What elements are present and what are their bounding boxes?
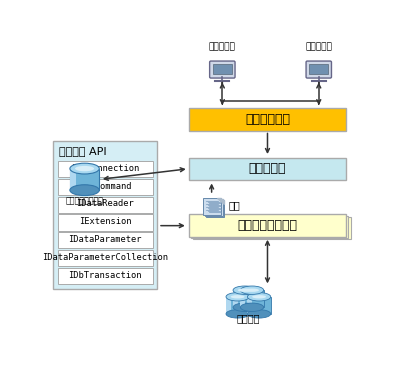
FancyBboxPatch shape [58, 250, 152, 266]
FancyBboxPatch shape [210, 61, 235, 78]
Text: IDataParameterCollection: IDataParameterCollection [42, 253, 168, 262]
FancyBboxPatch shape [193, 217, 351, 239]
FancyBboxPatch shape [70, 168, 99, 190]
Ellipse shape [70, 163, 99, 174]
Ellipse shape [226, 310, 249, 318]
FancyBboxPatch shape [241, 290, 245, 307]
FancyBboxPatch shape [241, 290, 264, 307]
Text: 資料處理延伸模組: 資料處理延伸模組 [237, 219, 297, 232]
Text: 資料: 資料 [228, 200, 240, 210]
Text: IDbCommand: IDbCommand [79, 182, 132, 191]
Text: 報表管理員: 報表管理員 [305, 43, 332, 52]
FancyBboxPatch shape [247, 297, 252, 314]
FancyBboxPatch shape [58, 268, 152, 284]
FancyBboxPatch shape [58, 214, 152, 231]
Ellipse shape [233, 286, 256, 294]
Ellipse shape [252, 295, 266, 298]
FancyBboxPatch shape [58, 196, 152, 213]
Text: 資料處理 API: 資料處理 API [58, 146, 106, 156]
Text: IDbConnection: IDbConnection [71, 164, 139, 173]
FancyBboxPatch shape [203, 198, 221, 215]
Ellipse shape [241, 286, 264, 294]
Text: 報表伺服器資料庫: 報表伺服器資料庫 [66, 196, 103, 205]
Polygon shape [218, 199, 222, 203]
Ellipse shape [70, 185, 99, 196]
Polygon shape [217, 198, 221, 202]
FancyBboxPatch shape [226, 297, 231, 314]
FancyBboxPatch shape [189, 214, 346, 237]
Text: 資料來源: 資料來源 [237, 313, 260, 323]
Text: IDbTransaction: IDbTransaction [68, 270, 142, 280]
FancyBboxPatch shape [58, 161, 152, 177]
FancyBboxPatch shape [306, 61, 331, 78]
Ellipse shape [245, 289, 259, 292]
Ellipse shape [233, 303, 256, 312]
Text: 報表處理器: 報表處理器 [249, 162, 286, 175]
FancyBboxPatch shape [58, 232, 152, 249]
Ellipse shape [241, 303, 264, 312]
Text: 報表設計師: 報表設計師 [209, 43, 236, 52]
Ellipse shape [247, 310, 271, 318]
FancyBboxPatch shape [189, 108, 346, 131]
FancyBboxPatch shape [53, 141, 157, 289]
FancyBboxPatch shape [206, 200, 224, 217]
FancyBboxPatch shape [189, 158, 346, 180]
Ellipse shape [226, 293, 249, 301]
Ellipse shape [231, 295, 245, 298]
FancyBboxPatch shape [58, 179, 152, 195]
FancyBboxPatch shape [205, 199, 222, 216]
Text: 程式設計介面: 程式設計介面 [245, 113, 290, 126]
FancyBboxPatch shape [247, 297, 271, 314]
FancyBboxPatch shape [309, 64, 328, 74]
FancyBboxPatch shape [70, 168, 77, 190]
FancyBboxPatch shape [233, 290, 256, 307]
Polygon shape [220, 200, 224, 204]
Text: IDataReader: IDataReader [76, 200, 134, 209]
Text: IExtension: IExtension [79, 217, 132, 226]
Text: IDataParameter: IDataParameter [68, 235, 142, 244]
FancyBboxPatch shape [233, 290, 238, 307]
Ellipse shape [75, 166, 94, 171]
Ellipse shape [247, 293, 271, 301]
FancyBboxPatch shape [226, 297, 249, 314]
Ellipse shape [238, 289, 252, 292]
FancyBboxPatch shape [191, 216, 348, 238]
FancyBboxPatch shape [213, 64, 232, 74]
